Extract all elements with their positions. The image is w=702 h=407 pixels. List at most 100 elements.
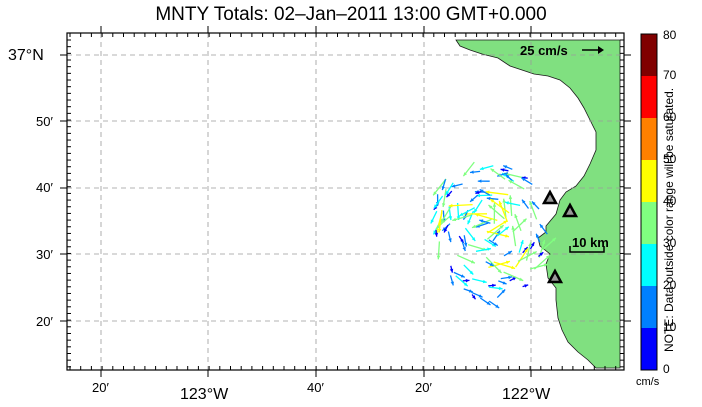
current-vector-head — [507, 251, 512, 255]
colorbar-tick: 30 — [663, 236, 677, 250]
colorbar-frame — [640, 33, 658, 371]
current-vector-head — [470, 170, 474, 174]
current-vector-head — [436, 255, 441, 260]
lon-label: 122°W — [502, 386, 551, 403]
colorbar-segment — [641, 328, 657, 370]
current-vector-head — [468, 289, 473, 293]
current-vector-head — [448, 238, 452, 243]
current-vector-head — [491, 243, 496, 247]
current-vector-head — [463, 242, 468, 247]
current-vector-head — [433, 191, 437, 196]
current-vector-head — [503, 165, 508, 169]
current-vector-head — [536, 233, 540, 238]
current-vector-head — [441, 186, 445, 191]
current-vector-head — [474, 213, 479, 217]
current-vector-head — [470, 198, 474, 202]
current-vector-head — [524, 284, 529, 288]
current-vector-head — [442, 203, 446, 207]
lat-label: 30′ — [36, 247, 53, 262]
current-vector-head — [479, 189, 484, 193]
current-vector-head — [478, 294, 483, 298]
current-vector-head — [539, 252, 544, 256]
distance-scale-bar — [569, 246, 605, 253]
frame-ticks — [60, 26, 631, 377]
current-vector-head — [452, 217, 457, 222]
current-vector-head — [521, 177, 526, 182]
current-vector-head — [512, 277, 517, 281]
current-vector — [485, 256, 502, 274]
current-vector — [485, 191, 509, 196]
lon-label: 20′ — [92, 380, 109, 395]
current-vector-head — [448, 203, 453, 208]
current-vector — [448, 203, 473, 207]
current-vector-head — [430, 219, 434, 224]
colorbar-tick: 50 — [663, 152, 677, 166]
current-vector — [488, 260, 511, 269]
current-vector-head — [448, 216, 453, 221]
current-vector-head — [497, 269, 502, 273]
map-title: MNTY Totals: 02–Jan–2011 13:00 GMT+0.000 — [155, 4, 547, 25]
current-vector-head — [450, 281, 454, 286]
colorbar-segment — [641, 244, 657, 286]
current-vector-head — [508, 275, 513, 280]
current-vector-head — [441, 218, 445, 223]
current-vector-head — [467, 220, 471, 225]
current-vector-head — [470, 260, 475, 264]
current-vector-head — [541, 240, 546, 244]
current-vector-head — [514, 214, 518, 219]
colorbar — [640, 33, 658, 371]
graticule — [67, 33, 624, 370]
current-vector — [515, 248, 529, 268]
site-marker — [541, 189, 559, 205]
current-vector-head — [482, 279, 487, 284]
lon-label: 20′ — [415, 380, 432, 395]
current-vector-head — [499, 201, 503, 205]
current-vector-head — [520, 240, 524, 244]
current-vector-head — [471, 237, 476, 241]
current-vector-head — [511, 225, 515, 230]
colorbar-tick: 80 — [663, 28, 677, 42]
current-vector-head — [546, 255, 550, 259]
current-vector — [487, 220, 508, 234]
colorbar-segment — [641, 76, 657, 118]
current-vector-head — [504, 226, 509, 231]
current-vector-head — [486, 301, 491, 305]
land-coastline — [455, 39, 621, 369]
lon-label: 40′ — [307, 380, 324, 395]
current-vector-head — [459, 212, 464, 216]
lat-label: 40′ — [36, 180, 53, 195]
current-vector-head — [445, 190, 450, 195]
speed-scale-label: 25 cm/s — [520, 43, 568, 58]
current-vector-head — [474, 208, 478, 213]
current-vector-head — [500, 168, 505, 172]
colorbar-segment — [641, 160, 657, 202]
current-vector-head — [531, 242, 535, 247]
current-vector-head — [463, 282, 468, 287]
current-vector-head — [519, 277, 524, 281]
current-vector-head — [472, 295, 476, 300]
colorbar-tick: 40 — [663, 194, 677, 208]
current-vector-head — [522, 218, 527, 223]
current-vector-head — [529, 201, 533, 205]
colorbar-note: NOTE: Data outside color range will be s… — [662, 87, 676, 352]
current-vector-head — [499, 225, 504, 229]
current-vector-head — [503, 220, 508, 224]
current-vector-head — [496, 230, 500, 235]
current-vector-head — [490, 168, 495, 173]
current-vector — [489, 198, 510, 214]
colorbar-segment — [641, 286, 657, 328]
colorbar-tick: 10 — [663, 320, 677, 334]
current-vector-head — [469, 270, 474, 275]
current-vector-head — [465, 278, 470, 283]
colorbar-tick: 60 — [663, 110, 677, 124]
current-vector-head — [501, 289, 506, 294]
distance-scale-label: 10 km — [572, 235, 609, 250]
current-vector-head — [433, 230, 437, 235]
current-vector — [493, 261, 516, 270]
current-vector-head — [446, 193, 451, 198]
current-vector-head — [498, 286, 503, 291]
current-vector-head — [487, 247, 491, 251]
current-vector-head — [539, 224, 544, 229]
colorbar-segment — [641, 34, 657, 76]
current-vector-head — [543, 263, 548, 267]
